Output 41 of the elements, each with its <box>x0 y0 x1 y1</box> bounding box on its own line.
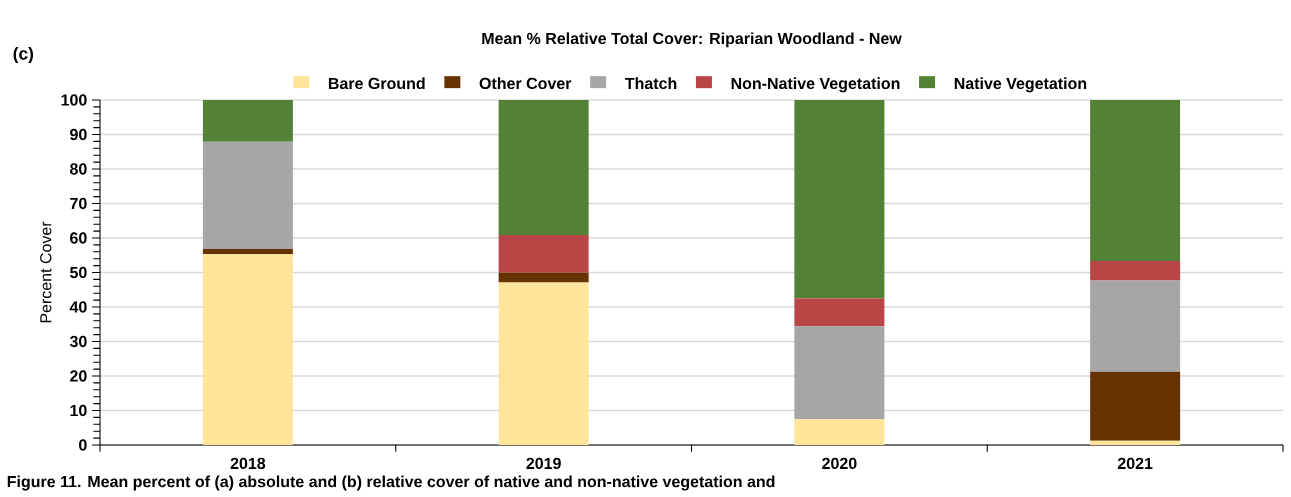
bar <box>202 249 293 255</box>
caption: Figure 11. Mean percent of (a) absolute and (b) relative cover of native and non-native vegetation and <box>7 475 775 491</box>
bar <box>498 272 589 283</box>
bar <box>1090 261 1181 281</box>
bar <box>498 234 589 273</box>
bar <box>794 298 885 327</box>
bar <box>202 100 293 142</box>
y-tick-label: 10 <box>70 404 87 417</box>
bar <box>202 254 293 445</box>
legend-label: Other Cover <box>479 77 572 90</box>
bar <box>498 100 589 235</box>
chart-title: Mean % Relative Total Cover: Riparian Woodland - New <box>482 32 902 48</box>
bar <box>794 100 885 299</box>
x-tick-label: 2021 <box>1117 457 1153 470</box>
y-tick-label: 0 <box>79 439 87 451</box>
x-tick-label: 2020 <box>822 457 857 470</box>
x-tick-label: 2018 <box>230 457 266 470</box>
bar <box>1090 371 1181 441</box>
y-tick-label: 80 <box>70 163 87 175</box>
legend-label: Thatch <box>625 77 677 90</box>
y-tick-label: 20 <box>70 370 87 382</box>
legend-label: Native Vegetation <box>954 77 1087 93</box>
y-axis-title: Percent Cover <box>40 221 52 323</box>
bar <box>1090 100 1181 262</box>
legend-label: Non-Native Vegetation <box>731 77 900 93</box>
bar <box>794 419 885 445</box>
y-tick-label: 40 <box>69 301 87 313</box>
bar <box>498 282 589 445</box>
y-tick-label: 100 <box>61 94 87 106</box>
bar <box>1090 280 1181 372</box>
y-tick-label: 60 <box>70 232 87 244</box>
y-tick-label: 50 <box>70 266 87 279</box>
y-tick-label: 30 <box>69 335 87 348</box>
y-tick-label: 70 <box>70 197 87 210</box>
legend-label: Bare Ground <box>328 77 425 90</box>
bar <box>794 326 885 420</box>
bar <box>202 141 293 250</box>
x-tick-label: 2019 <box>526 457 561 470</box>
text: (c) <box>13 46 34 64</box>
y-tick-label: 90 <box>70 128 87 141</box>
bar <box>1090 440 1181 445</box>
